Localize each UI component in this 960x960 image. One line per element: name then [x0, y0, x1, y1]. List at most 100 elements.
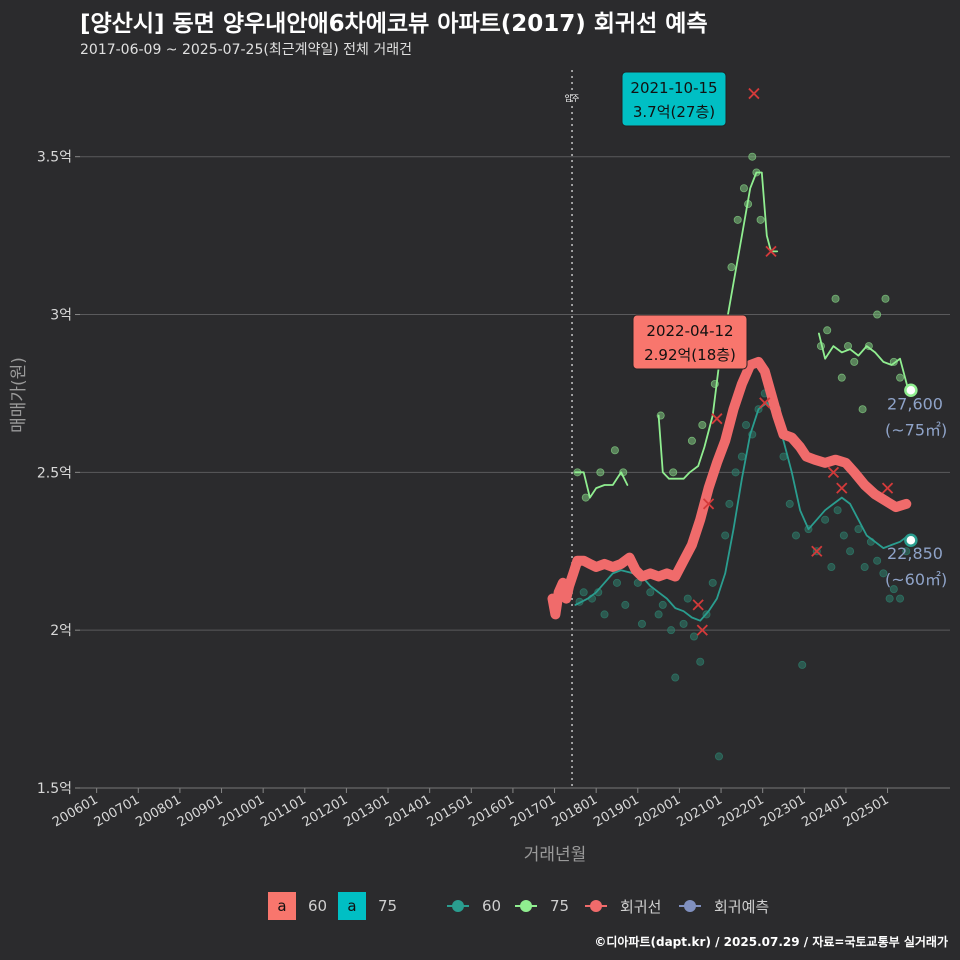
cross-mark: [836, 482, 848, 494]
x-tick-label: 200801: [133, 792, 183, 830]
x-tick-label: 201601: [466, 792, 516, 830]
scatter-point: [902, 547, 911, 556]
series-lines: [547, 171, 912, 622]
x-tick-label: 201301: [342, 792, 392, 830]
legend-line-60-key: [444, 892, 472, 920]
scatter-point: [831, 294, 840, 303]
x-tick-label: 202501: [841, 792, 891, 830]
legend-line-75-key: [512, 892, 540, 920]
footer-credit: ©디아파트(dapt.kr) / 2025.07.29 / 자료=국토교통부 실…: [594, 935, 948, 949]
scatter-point: [579, 588, 588, 597]
legend-line-forecast-key: [676, 892, 704, 920]
end-label-value: 27,600: [887, 394, 943, 413]
scatter-point: [885, 594, 894, 603]
cross-mark: [748, 87, 760, 100]
cross-mark: [696, 624, 708, 636]
scatter-point: [725, 499, 734, 508]
scatter-point: [896, 594, 905, 603]
scatter-point: [696, 657, 705, 666]
x-tick-label: 200901: [175, 792, 225, 830]
scatter-point: [612, 578, 621, 587]
y-tick-label: 2억: [50, 623, 72, 639]
grid-lines: [80, 156, 950, 789]
annotation-date: 2021-10-15: [630, 79, 717, 97]
y-tick-label: 2.5억: [37, 465, 72, 481]
end-label-value: 22,850: [887, 544, 943, 563]
scatter-point: [733, 215, 742, 224]
x-tick-label: 200601: [50, 792, 100, 830]
page-subtitle: 2017-06-09 ~ 2025-07-25(최근계약일) 전체 거래건: [80, 42, 412, 58]
annotation-date: 2022-04-12: [646, 322, 733, 340]
cross-mark: [711, 413, 723, 425]
x-tick-label: 202101: [675, 792, 725, 830]
legend-fill-75: a 75: [338, 890, 397, 922]
scatter-point: [823, 326, 832, 335]
scatter-point: [837, 373, 846, 382]
scatter-point: [889, 585, 898, 594]
x-tick-label: 202201: [716, 792, 766, 830]
scatter-point: [683, 594, 692, 603]
legend-line-regression: 회귀선: [582, 890, 661, 922]
legend-fill-60-label: 60: [308, 897, 328, 915]
legend-line-75-label: 75: [550, 897, 570, 915]
scatter-point: [873, 556, 882, 565]
annotation-box: [621, 71, 727, 127]
transaction-points: [573, 152, 911, 761]
scatter-point: [646, 588, 655, 597]
series-line-regression: [547, 356, 912, 620]
scatter-point: [846, 547, 855, 556]
move-in-label: 입주: [565, 94, 580, 103]
x-tick-label: 201101: [258, 792, 308, 830]
scatter-point: [839, 531, 848, 540]
scatter-point: [798, 660, 807, 669]
x-tick-label: 202401: [799, 792, 849, 830]
scatter-point: [610, 446, 619, 455]
highlight-crosses: [692, 87, 894, 636]
legend-line-75: 75: [512, 890, 569, 922]
scatter-point: [671, 673, 680, 682]
series-line-75: [818, 332, 910, 392]
scatter-point: [596, 468, 605, 477]
end-point: [904, 383, 918, 398]
end-label-area: (~75㎡): [885, 420, 947, 439]
scatter-point: [791, 531, 800, 540]
x-tick-label: 200701: [92, 792, 142, 830]
scatter-point: [708, 578, 717, 587]
legend-fill-60-swatch: a: [268, 892, 296, 920]
scatter-point: [739, 184, 748, 193]
legend: a 60 a 75 60 75 회귀선 회귀예측: [0, 890, 960, 922]
scatter-point: [679, 619, 688, 628]
scatter-point: [879, 569, 888, 578]
x-tick-label: 202001: [633, 792, 683, 830]
series-line-75: [574, 471, 629, 499]
series-line-60: [574, 402, 910, 622]
scatter-point: [698, 420, 707, 429]
scatter-point: [854, 525, 863, 534]
x-tick-label: 201701: [508, 792, 558, 830]
scatter-point: [756, 215, 765, 224]
axes: 1.5억 2억 2.5억 3억 3.5억 200601200701200801200901…: [9, 150, 950, 865]
legend-fill-60: a 60: [268, 890, 327, 922]
x-tick-label: 201201: [300, 792, 350, 830]
scatter-point: [748, 152, 757, 161]
scatter-point: [687, 436, 696, 445]
scatter-point: [827, 563, 836, 572]
cross-mark: [827, 466, 840, 478]
y-tick-label: 3.5억: [37, 150, 72, 166]
cross-mark: [692, 599, 704, 611]
scatter-point: [742, 420, 751, 429]
x-tick-label: 201001: [217, 792, 267, 830]
legend-line-regression-label: 회귀선: [620, 897, 662, 916]
y-tick-label: 1.5억: [37, 781, 72, 797]
x-tick-label: 201801: [550, 792, 600, 830]
scatter-point: [860, 563, 869, 572]
scatter-point: [881, 294, 890, 303]
scatter-point: [873, 310, 882, 319]
scatter-point: [850, 357, 859, 366]
x-tick-label: 201501: [425, 792, 475, 830]
legend-fill-75-swatch: a: [338, 892, 366, 920]
scatter-point: [581, 493, 590, 502]
scatter-point: [785, 499, 794, 508]
scatter-point: [731, 468, 740, 477]
annotations: 2021-10-15 3.7억(27층) 2022-04-12 2.92억(18층) 2…: [621, 71, 947, 589]
